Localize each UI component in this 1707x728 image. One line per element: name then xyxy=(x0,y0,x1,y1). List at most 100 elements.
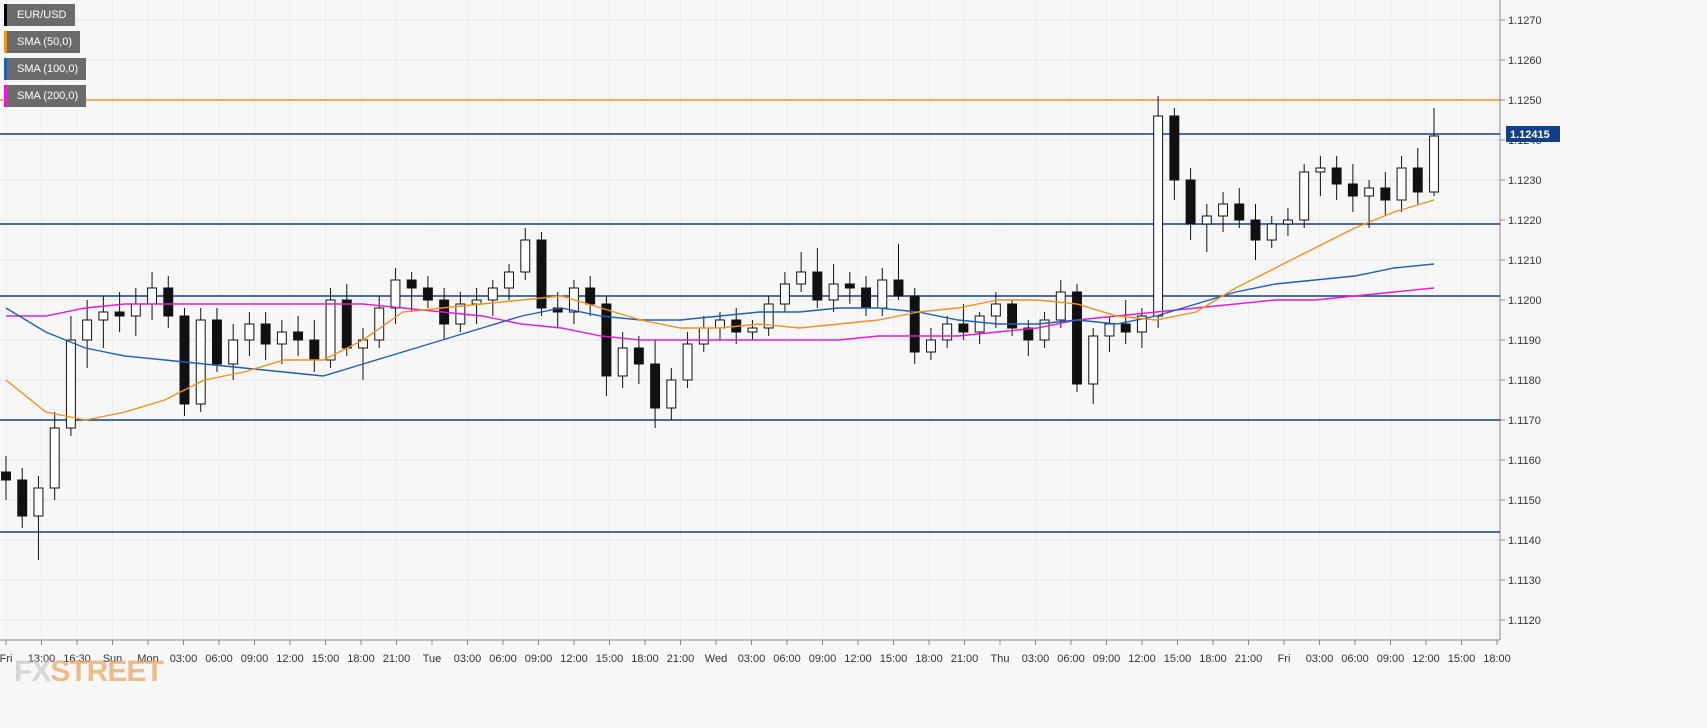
sma-100-line xyxy=(5,263,1435,377)
x-tick-label: 18:00 xyxy=(1199,653,1227,665)
candle-up xyxy=(682,343,693,381)
x-tick-label: Sun xyxy=(103,653,123,665)
y-tick-label: 1.1160 xyxy=(1508,455,1541,467)
candle-up xyxy=(276,331,287,345)
watermark-fx: FX xyxy=(14,655,51,688)
legend-label: SMA (50,0) xyxy=(17,36,73,48)
x-tick-label: Mon xyxy=(137,653,158,665)
last-price-tag xyxy=(1506,126,1560,142)
candle-up xyxy=(747,327,758,333)
x-tick-label: 18:00 xyxy=(1483,653,1511,665)
x-tick-label: 13:00 xyxy=(28,653,56,665)
legend-label: SMA (100,0) xyxy=(17,63,79,75)
x-tick-label: Fri xyxy=(1278,653,1291,665)
candle-up xyxy=(763,303,774,329)
candle-down xyxy=(585,287,596,305)
last-price-label: 1.12415 xyxy=(1510,129,1550,141)
y-tick-label: 1.1170 xyxy=(1508,415,1541,427)
candle-down xyxy=(844,283,855,289)
x-tick-label: 15:00 xyxy=(596,653,624,665)
candle-down xyxy=(17,479,28,517)
candle-down xyxy=(650,363,661,409)
legend-item[interactable]: SMA (100,0) xyxy=(4,58,87,80)
x-tick-label: 03:00 xyxy=(1306,653,1334,665)
candle-down xyxy=(1007,303,1018,329)
x-tick-label: 21:00 xyxy=(951,653,979,665)
candle-down xyxy=(1120,323,1131,333)
candle-down xyxy=(1072,291,1082,385)
candle-down xyxy=(1,471,11,481)
x-tick-label: 06:00 xyxy=(1341,653,1369,665)
candle-up xyxy=(1055,291,1066,321)
candle-up xyxy=(374,307,385,341)
x-tick-label: 12:00 xyxy=(276,653,304,665)
candle-up xyxy=(974,315,985,333)
candle-up xyxy=(1315,167,1326,173)
candle-down xyxy=(958,323,969,333)
candle-down xyxy=(260,323,271,345)
legend-swatch xyxy=(4,58,7,80)
plot-background xyxy=(0,0,1500,640)
candle-up xyxy=(1282,219,1293,225)
candle-up xyxy=(390,279,401,309)
y-tick-label: 1.1200 xyxy=(1508,295,1542,307)
watermark-street: STREET xyxy=(50,655,163,688)
candle-up xyxy=(779,283,790,305)
candle-up xyxy=(520,239,531,273)
candle-up xyxy=(1299,171,1310,221)
candle-up xyxy=(82,319,93,341)
x-tick-label: 09:00 xyxy=(1377,653,1405,665)
candle-up xyxy=(487,287,498,301)
y-tick-label: 1.1230 xyxy=(1508,175,1542,187)
x-tick-label: 06:00 xyxy=(205,653,233,665)
candle-down xyxy=(601,303,612,377)
candle-down xyxy=(211,319,222,365)
candle-up xyxy=(1201,215,1212,225)
candle-down xyxy=(893,279,904,297)
candle-down xyxy=(1380,187,1391,201)
sma-50-line xyxy=(5,199,1435,421)
x-tick-label: 15:00 xyxy=(880,653,908,665)
x-tick-label: 16:30 xyxy=(63,653,91,665)
candle-up xyxy=(715,319,725,329)
x-tick-label: 21:00 xyxy=(667,653,695,665)
x-tick-label: 06:00 xyxy=(489,653,517,665)
candle-up xyxy=(1153,115,1164,317)
x-tick-label: 03:00 xyxy=(738,653,766,665)
legend-swatch xyxy=(4,31,7,53)
x-tick-label: 18:00 xyxy=(631,653,659,665)
candle-up xyxy=(244,323,255,341)
candle-up xyxy=(666,379,677,409)
candle-up xyxy=(147,287,158,305)
candle-down xyxy=(909,295,920,353)
candle-up xyxy=(195,319,206,405)
legend-item[interactable]: SMA (50,0) xyxy=(4,31,81,53)
candle-down xyxy=(1412,167,1423,193)
x-tick-label: 12:00 xyxy=(1412,653,1440,665)
candle-down xyxy=(1347,183,1358,197)
legend-item[interactable]: EUR/USD xyxy=(4,4,75,26)
candle-down xyxy=(341,299,352,349)
y-tick-label: 1.1190 xyxy=(1508,335,1541,347)
x-tick-label: 15:00 xyxy=(1164,653,1192,665)
candle-up xyxy=(130,303,141,317)
candle-down xyxy=(633,347,644,365)
x-tick-label: 03:00 xyxy=(1022,653,1050,665)
candle-down xyxy=(163,287,174,317)
y-tick-label: 1.1130 xyxy=(1508,575,1541,587)
y-tick-label: 1.1220 xyxy=(1508,215,1542,227)
fxstreet-watermark: FXSTREET xyxy=(14,655,164,689)
y-tick-label: 1.1210 xyxy=(1508,255,1542,267)
candle-up xyxy=(1104,323,1115,337)
y-tick-label: 1.1140 xyxy=(1508,535,1541,547)
legend-item[interactable]: SMA (200,0) xyxy=(4,85,87,107)
legend-swatch xyxy=(4,4,7,26)
candle-down xyxy=(1234,203,1245,221)
candle-up xyxy=(796,271,807,285)
candle-up xyxy=(504,271,515,289)
x-tick-label: Wed xyxy=(705,653,727,665)
candle-up xyxy=(942,323,953,341)
candle-down xyxy=(309,339,320,361)
candle-up xyxy=(1429,135,1439,193)
